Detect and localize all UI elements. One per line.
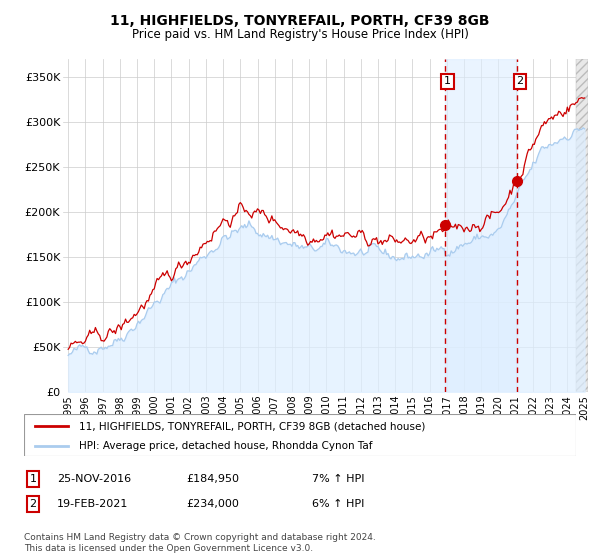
FancyBboxPatch shape: [24, 414, 576, 456]
Text: Contains HM Land Registry data © Crown copyright and database right 2024.
This d: Contains HM Land Registry data © Crown c…: [24, 533, 376, 553]
Text: 11, HIGHFIELDS, TONYREFAIL, PORTH, CF39 8GB (detached house): 11, HIGHFIELDS, TONYREFAIL, PORTH, CF39 …: [79, 421, 425, 431]
Text: 2: 2: [517, 76, 524, 86]
Text: Price paid vs. HM Land Registry's House Price Index (HPI): Price paid vs. HM Land Registry's House …: [131, 28, 469, 41]
Bar: [445, 59, 517, 392]
Text: £234,000: £234,000: [186, 499, 239, 509]
Text: 11, HIGHFIELDS, TONYREFAIL, PORTH, CF39 8GB: 11, HIGHFIELDS, TONYREFAIL, PORTH, CF39 …: [110, 14, 490, 28]
Text: 19-FEB-2021: 19-FEB-2021: [57, 499, 128, 509]
Text: 2: 2: [29, 499, 37, 509]
Text: 25-NOV-2016: 25-NOV-2016: [57, 474, 131, 484]
Bar: [576, 59, 588, 392]
Text: HPI: Average price, detached house, Rhondda Cynon Taf: HPI: Average price, detached house, Rhon…: [79, 441, 373, 451]
Text: 6% ↑ HPI: 6% ↑ HPI: [312, 499, 364, 509]
Text: £184,950: £184,950: [186, 474, 239, 484]
Text: 1: 1: [29, 474, 37, 484]
Text: 1: 1: [444, 76, 451, 86]
Text: 7% ↑ HPI: 7% ↑ HPI: [312, 474, 365, 484]
